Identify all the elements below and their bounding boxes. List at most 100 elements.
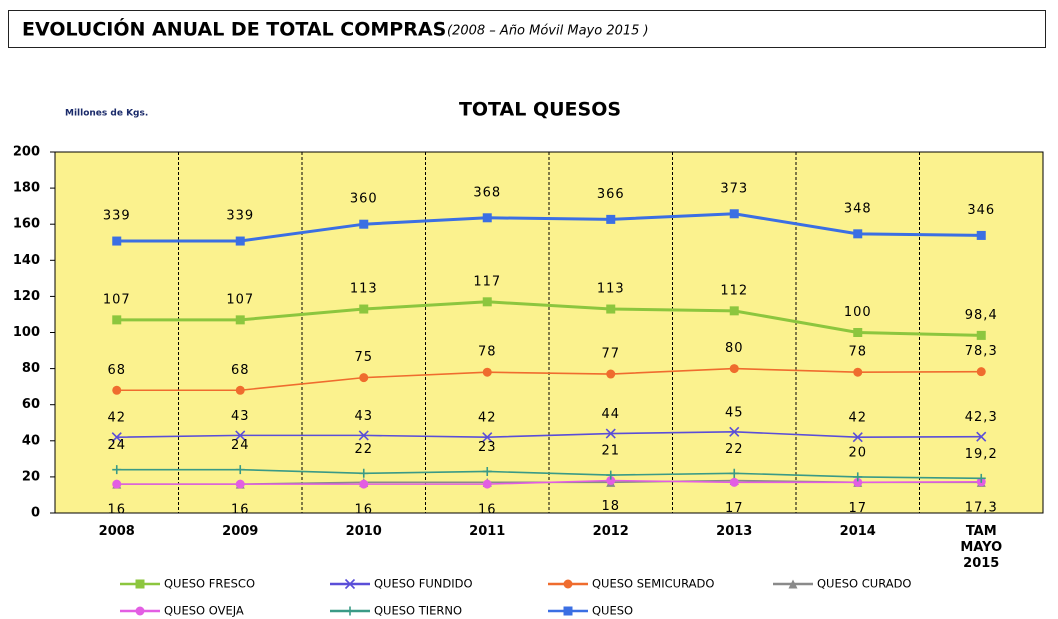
data-label: 368 [473, 185, 501, 200]
data-label: 113 [597, 282, 625, 297]
data-point [976, 473, 986, 483]
data-label: 16 [231, 503, 250, 518]
y-tick-label: 60 [22, 397, 40, 412]
data-label: 68 [231, 363, 250, 378]
data-label: 24 [107, 438, 126, 453]
x-tick-label: 2014 [839, 524, 876, 539]
legend-marker [135, 606, 145, 616]
legend-marker [344, 578, 356, 590]
data-label: 45 [725, 405, 744, 420]
legend-label: QUESO TIERNO [374, 604, 462, 618]
legend-label: QUESO FUNDIDO [374, 577, 473, 591]
data-point [235, 385, 245, 395]
data-label: 16 [107, 503, 126, 518]
data-label: 43 [354, 409, 373, 424]
data-point [729, 426, 740, 437]
data-point [976, 431, 987, 442]
data-point [359, 219, 369, 229]
data-point [235, 430, 246, 441]
data-label: 42,3 [965, 410, 998, 425]
data-point [482, 213, 492, 223]
data-label: 22 [725, 442, 744, 457]
data-point [359, 468, 369, 478]
data-point [482, 297, 492, 307]
data-label: 113 [350, 282, 378, 297]
data-point [606, 369, 616, 379]
data-label: 346 [967, 203, 995, 218]
data-label: 100 [844, 305, 872, 320]
data-point [729, 477, 739, 487]
data-point [729, 209, 739, 219]
data-point [853, 328, 863, 337]
data-point [606, 304, 616, 314]
data-label: 366 [597, 187, 625, 202]
y-tick-label: 180 [13, 181, 40, 196]
data-label: 117 [473, 274, 501, 289]
legend-marker [563, 579, 573, 589]
data-label: 22 [354, 442, 373, 457]
x-tick-label: TAM MAYO 2015 [960, 524, 1003, 571]
data-point [606, 214, 616, 224]
data-label: 348 [844, 201, 872, 216]
data-label: 24 [231, 438, 250, 453]
data-label: 75 [354, 350, 373, 365]
series-line [116, 367, 982, 392]
data-point [606, 476, 616, 486]
data-label: 112 [720, 283, 748, 298]
legend-marker [788, 579, 798, 589]
data-label: 78 [478, 345, 497, 360]
data-label: 68 [107, 363, 126, 378]
data-point [976, 230, 986, 240]
data-label: 43 [231, 409, 250, 424]
data-point [235, 479, 245, 489]
legend-label: QUESO CURADO [817, 577, 912, 591]
data-point [482, 432, 493, 443]
data-label: 16 [354, 503, 373, 518]
y-tick-label: 160 [13, 217, 40, 232]
data-label: 107 [103, 292, 131, 307]
data-point [359, 304, 369, 314]
legend-label: QUESO OVEJA [164, 604, 244, 618]
legend-label: QUESO FRESCO [164, 577, 255, 591]
legend-marker [135, 579, 145, 589]
data-point [359, 373, 369, 383]
data-label: 77 [601, 347, 620, 362]
data-label: 360 [350, 192, 378, 207]
data-label: 107 [226, 292, 254, 307]
data-point [358, 430, 369, 441]
data-point [235, 315, 245, 325]
data-point [853, 367, 863, 377]
data-point [976, 367, 986, 377]
data-label: 23 [478, 440, 497, 455]
data-point [482, 367, 492, 377]
data-point [729, 364, 739, 374]
data-point [235, 465, 245, 475]
data-point [112, 465, 122, 475]
data-point [482, 466, 492, 476]
data-label: 16 [478, 503, 497, 518]
y-tick-label: 140 [13, 253, 40, 268]
data-point [359, 479, 369, 489]
y-tick-label: 100 [13, 325, 40, 340]
data-label: 17 [848, 501, 867, 516]
data-label: 19,2 [965, 447, 998, 462]
x-tick-label: 2010 [345, 524, 382, 539]
x-tick-label: 2009 [222, 524, 259, 539]
header-box [8, 10, 1046, 48]
data-point [853, 229, 863, 239]
data-label: 21 [601, 444, 620, 459]
chart-title: TOTAL QUESOS [459, 99, 621, 121]
data-point [852, 432, 863, 443]
y-axis-label: Millones de Kgs. [65, 109, 148, 119]
y-tick-label: 0 [31, 506, 40, 521]
data-label: 78,3 [965, 344, 998, 359]
data-label: 42 [107, 411, 126, 426]
data-label: 42 [478, 411, 497, 426]
legend-label: QUESO [592, 604, 633, 618]
data-point [976, 330, 986, 340]
legend-label: QUESO SEMICURADO [592, 577, 714, 591]
data-label: 17 [725, 501, 744, 516]
series-line [116, 300, 982, 337]
